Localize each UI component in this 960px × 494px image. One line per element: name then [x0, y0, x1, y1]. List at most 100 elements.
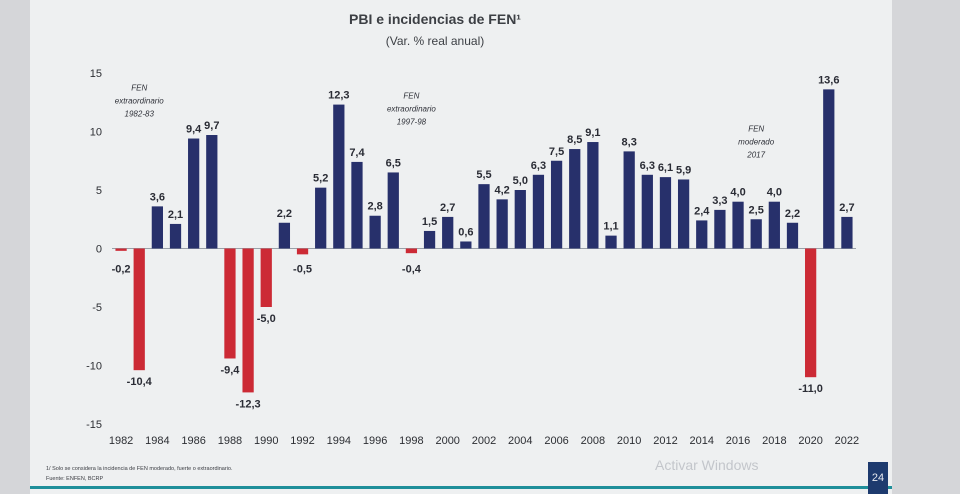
data-label-1991: 2,2: [277, 208, 292, 220]
y-tick-label: -5: [92, 302, 102, 314]
y-tick-label: -10: [86, 361, 102, 373]
bar-1996: [369, 215, 381, 249]
x-tick-label: 2016: [726, 435, 750, 447]
data-labels: -0,2 -10,4 3,62,1 9,4 9,7 -9,4 -12,3 -5,0 2,2 -0,…: [112, 74, 855, 410]
bar-2003: [496, 199, 508, 249]
bar-1989: [242, 248, 254, 393]
x-tick-label: 2018: [762, 435, 786, 447]
page-number: 24: [868, 462, 888, 494]
y-tick-label: 5: [96, 185, 102, 197]
x-axis: 1982 1984 1986 1988 1990 1992 1994 1996 1998 2000…: [109, 435, 859, 447]
fen-annotation-line: FEN: [403, 92, 419, 101]
data-label-1997: 6,5: [386, 157, 401, 169]
fen-annotation-line: moderado: [738, 138, 775, 147]
data-label-2015: 3,3: [712, 195, 727, 207]
bar-2018: [768, 201, 780, 249]
bar-2012: [659, 177, 672, 249]
bar-1994: [333, 104, 345, 249]
bar-1985: [169, 223, 182, 249]
fen-annotation-line: 1982-83: [125, 110, 155, 119]
data-label-1993: 5,2: [313, 173, 328, 185]
y-tick-label: 0: [96, 244, 102, 256]
x-tick-label: 1998: [399, 435, 423, 447]
data-label-2021: 13,6: [818, 74, 839, 86]
x-tick-label: 1996: [363, 435, 387, 447]
data-label-2009: 1,1: [603, 221, 618, 233]
data-label-2019: 2,2: [785, 208, 800, 220]
fen-annotation-line: extraordinario: [115, 97, 164, 106]
fen-annotation-line: 2017: [746, 151, 765, 160]
bar-1995: [351, 161, 363, 249]
windows-activation-watermark: Activar Windows: [655, 457, 759, 473]
x-tick-label: 1988: [218, 435, 242, 447]
x-tick-label: 2010: [617, 435, 641, 447]
data-label-1994: 12,3: [328, 90, 349, 102]
footnote: 1/ Solo se considera la incidencia de FE…: [46, 466, 233, 472]
y-axis: 15 10 5 0 -5 -10 -15: [86, 68, 856, 431]
bar-1992: [296, 248, 309, 255]
data-label-1985: 2,1: [168, 209, 183, 221]
data-label-1986: 9,4: [186, 124, 202, 136]
bar-2021: [823, 89, 835, 249]
x-tick-label: 1992: [290, 435, 314, 447]
bar-1990: [260, 248, 272, 307]
data-label-2013: 5,9: [676, 164, 691, 176]
data-label-1982: -0,2: [112, 264, 131, 276]
data-label-1995: 7,4: [349, 147, 365, 159]
fen-annotation-line: FEN: [131, 84, 147, 93]
bar-2016: [732, 201, 744, 249]
bars: [115, 89, 853, 393]
data-label-2004: 5,0: [513, 175, 528, 187]
bar-2014: [696, 220, 708, 249]
data-label-2011: 6,3: [640, 160, 655, 172]
x-tick-label: 2012: [653, 435, 677, 447]
data-label-1999: 1,5: [422, 216, 437, 228]
data-label-2006: 7,5: [549, 146, 564, 158]
x-tick-label: 1994: [327, 435, 351, 447]
x-tick-label: 2002: [472, 435, 496, 447]
data-label-2020: -11,0: [798, 383, 822, 395]
data-label-1992: -0,5: [293, 264, 312, 276]
bar-2009: [605, 235, 617, 249]
y-tick-label: -15: [86, 419, 102, 431]
bar-2000: [442, 216, 454, 249]
data-label-2005: 6,3: [531, 160, 546, 172]
bar-2015: [714, 209, 726, 249]
data-label-2014: 2,4: [694, 205, 710, 217]
data-label-2007: 8,5: [567, 134, 582, 146]
data-label-1984: 3,6: [150, 191, 165, 203]
bar-2017: [750, 219, 762, 249]
bar-1987: [206, 135, 218, 249]
bar-2007: [569, 149, 581, 249]
bar-2002: [478, 184, 490, 249]
data-label-1988: -9,4: [220, 364, 240, 376]
fen-annotation-line: FEN: [748, 125, 764, 134]
data-label-1998: -0,4: [402, 264, 422, 276]
bar-1986: [188, 138, 200, 249]
x-tick-label: 1986: [181, 435, 205, 447]
bar-2004: [514, 190, 526, 249]
y-tick-label: 10: [90, 127, 102, 139]
x-tick-label: 2022: [835, 435, 859, 447]
data-label-2017: 2,5: [749, 204, 764, 216]
bar-2019: [786, 222, 799, 249]
data-label-2022: 2,7: [839, 202, 854, 214]
bar-2010: [623, 151, 635, 249]
bar-2013: [677, 179, 690, 249]
data-label-2002: 5,5: [476, 169, 491, 181]
data-label-2016: 4,0: [730, 187, 745, 199]
x-tick-label: 2014: [690, 435, 714, 447]
x-tick-label: 2020: [798, 435, 822, 447]
fen-annotation-line: 1997-98: [397, 118, 427, 127]
data-label-2001: 0,6: [458, 226, 473, 238]
x-tick-label: 1984: [145, 435, 169, 447]
data-label-2010: 8,3: [622, 136, 637, 148]
bar-1993: [315, 187, 327, 249]
x-tick-label: 1982: [109, 435, 133, 447]
bar-1998: [405, 248, 418, 254]
slide: PBI e incidencias de FEN¹ (Var. % real a…: [30, 0, 892, 494]
source-note: Fuente: ENFEN, BCRP: [46, 476, 104, 482]
x-tick-label: 2008: [581, 435, 605, 447]
data-label-1990: -5,0: [257, 313, 276, 325]
data-label-2000: 2,7: [440, 202, 455, 214]
